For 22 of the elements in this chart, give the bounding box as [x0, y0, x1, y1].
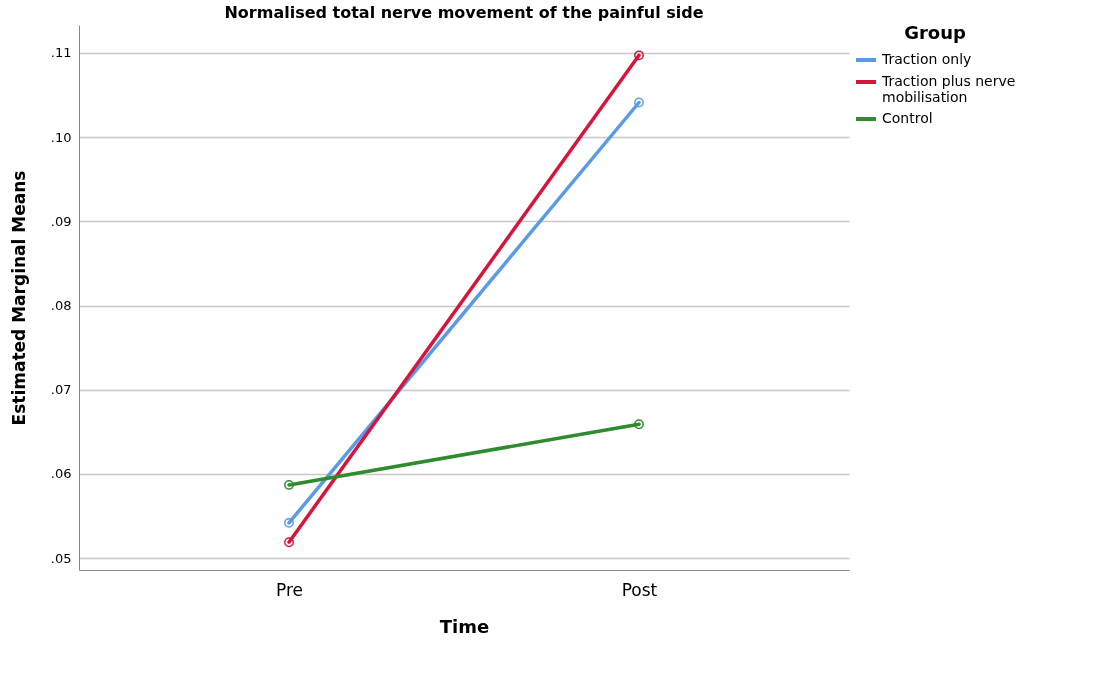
y-axis-title: Estimated Marginal Means	[8, 170, 29, 426]
legend-label: Traction plus nerve mobilisation	[881, 73, 1016, 105]
x-axis-title: Time	[439, 615, 490, 637]
point	[284, 537, 294, 548]
x-tick-label: Post	[621, 579, 658, 600]
y-tick-label: .06	[50, 466, 72, 482]
y-tick-label: .08	[50, 298, 72, 313]
point	[634, 97, 644, 108]
y-tick-label: .05	[50, 550, 72, 566]
y-tick-label: .09	[50, 213, 72, 229]
point	[284, 517, 294, 528]
chart-title: Normalised total nerve movement of the painful side	[224, 3, 704, 22]
y-tick-label: .11	[50, 45, 72, 61]
y-tick-label: .10	[50, 129, 72, 145]
legend-title: Group	[904, 22, 966, 43]
point	[284, 480, 294, 490]
legend-label: Traction only	[881, 51, 972, 67]
point	[634, 50, 644, 61]
legend-label: Control	[882, 110, 933, 126]
x-tick-label: Pre	[275, 579, 304, 600]
y-tick-label: .07	[50, 382, 72, 398]
point	[634, 419, 644, 430]
